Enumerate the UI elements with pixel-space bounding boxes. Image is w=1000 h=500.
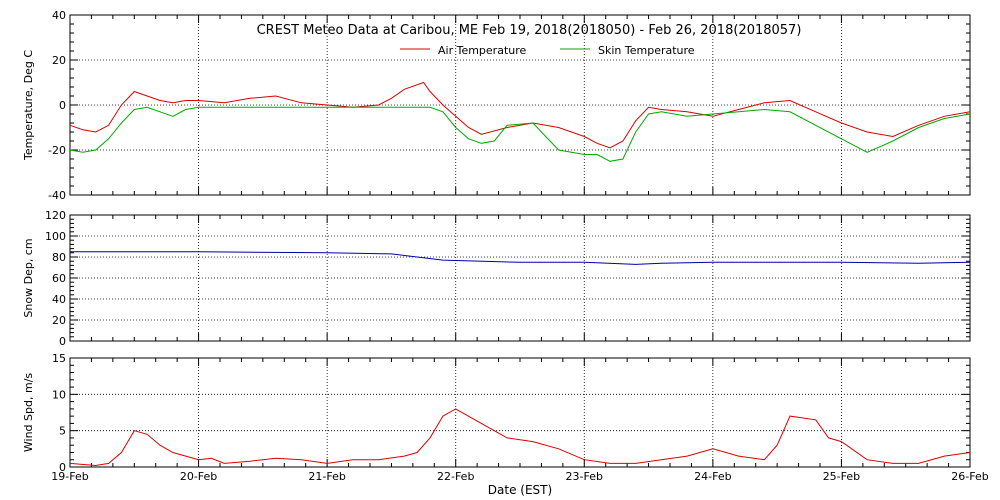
x-tick-label: 19-Feb	[51, 470, 88, 483]
wind-panel: 0 5 10 15 Wind Spd, m/s	[22, 352, 971, 474]
y-tick-label: 40	[52, 293, 66, 306]
y-tick-label: 60	[52, 272, 66, 285]
y-tick-label: -40	[48, 189, 66, 202]
y-tick-label: 20	[52, 54, 66, 67]
x-tick-label: 20-Feb	[180, 470, 217, 483]
wind-frame	[69, 357, 971, 468]
snow-panel: 0 20 40 60 80 100 120 Snow Dep, cm	[22, 209, 971, 348]
x-tick-label: 23-Feb	[566, 470, 603, 483]
snow-frame	[69, 214, 971, 342]
y-axis-label: Wind Spd, m/s	[22, 373, 35, 453]
temperature-series-line-0	[69, 81, 971, 149]
temperature-series-line-1	[69, 106, 971, 162]
wind-series-line-0	[69, 408, 971, 467]
x-tick-label: 26-Feb	[951, 470, 988, 483]
legend: Air Temperature Skin Temperature	[400, 44, 695, 57]
x-tick-label: 21-Feb	[308, 470, 345, 483]
y-tick-label: 0	[59, 335, 66, 348]
temperature-frame	[69, 14, 971, 196]
y-tick-label: 120	[45, 209, 66, 222]
snow-series-line-0	[70, 251, 971, 265]
x-tick-label: 22-Feb	[437, 470, 474, 483]
y-tick-label: 5	[59, 425, 66, 438]
y-tick-label: 15	[52, 352, 66, 365]
y-tick-label: 0	[59, 461, 66, 474]
temperature-panel: -40 -20 0 20 40 Temperature, Deg C Air Tempera…	[22, 9, 971, 202]
chart-title: CREST Meteo Data at Caribou, ME Feb 19, …	[257, 23, 802, 38]
y-tick-label: 0	[59, 99, 66, 112]
legend-label-1: Skin Temperature	[598, 44, 695, 57]
x-axis-label: Date (EST)	[488, 483, 552, 497]
y-tick-label: 10	[52, 388, 66, 401]
y-tick-label: 40	[52, 9, 66, 22]
legend-label-0: Air Temperature	[438, 44, 527, 57]
y-axis-label: Snow Dep, cm	[22, 238, 35, 317]
x-tick-label: 25-Feb	[823, 470, 860, 483]
y-tick-label: -20	[48, 144, 66, 157]
y-tick-label: 100	[45, 230, 66, 243]
y-tick-label: 20	[52, 314, 66, 327]
y-axis-label: Temperature, Deg C	[22, 50, 35, 161]
chart-panels: -40 -20 0 20 40 Temperature, Deg C Air Tempera…	[22, 9, 989, 483]
x-tick-label: 24-Feb	[694, 470, 731, 483]
y-tick-label: 80	[52, 251, 66, 264]
